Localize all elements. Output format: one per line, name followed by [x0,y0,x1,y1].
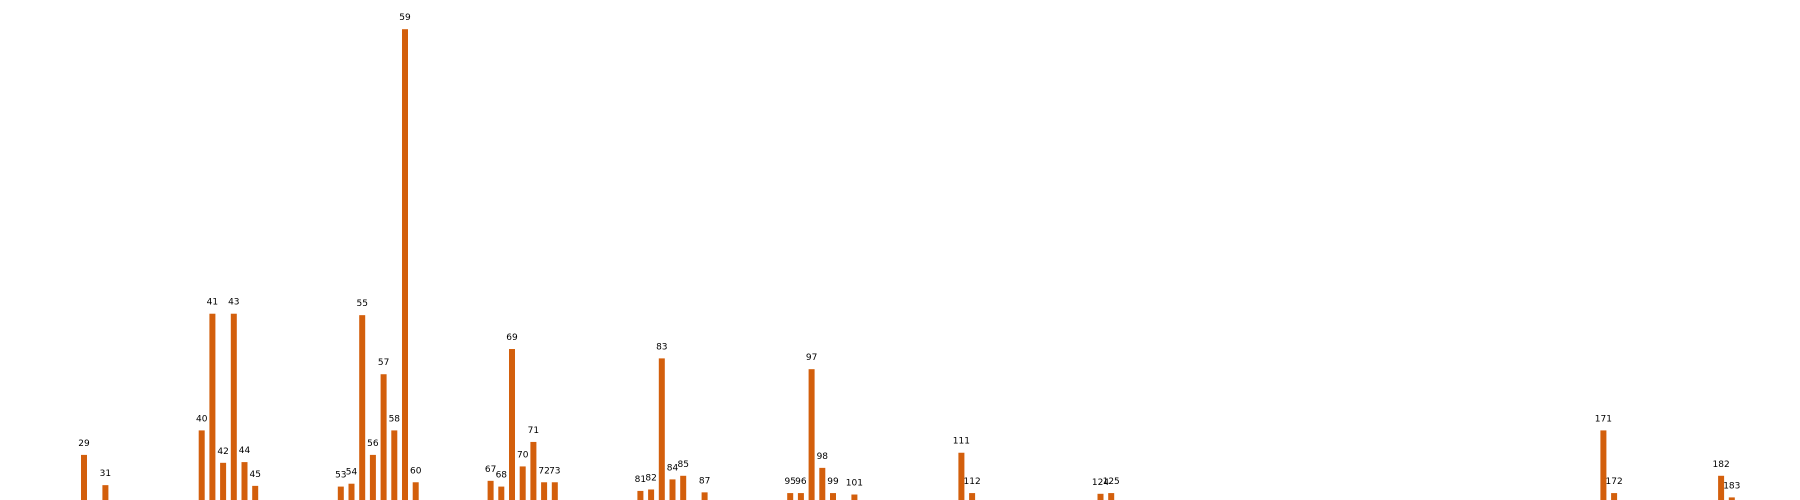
bar-label-85: 85 [677,460,688,470]
bar-45 [252,485,259,500]
bar-83 [658,358,665,500]
bar-112 [969,493,976,500]
bar-label-44: 44 [239,446,251,456]
bar-label-41: 41 [207,298,218,308]
bar-label-43: 43 [228,298,239,308]
bar-label-73: 73 [549,466,560,476]
bar-label-172: 172 [1606,477,1623,487]
bar-label-59: 59 [399,13,411,23]
bar-label-67: 67 [485,465,496,475]
bar-55 [359,315,366,500]
bar-44 [241,462,248,500]
bar-label-56: 56 [367,439,379,449]
bar-label-71: 71 [528,426,539,436]
bars-group [81,29,1735,500]
bar-label-40: 40 [196,414,208,424]
bar-label-124: 124 [1092,478,1109,488]
bar-71 [530,441,537,500]
bar-label-171: 171 [1595,414,1612,424]
bar-53 [337,486,344,500]
bar-label-96: 96 [795,477,807,487]
bar-96 [797,493,804,500]
bar-label-58: 58 [389,414,401,424]
bar-101 [851,494,858,500]
bar-56 [369,454,376,500]
bar-label-125: 125 [1103,477,1120,487]
bar-label-95: 95 [784,477,795,487]
bar-label-54: 54 [346,468,358,478]
bar-label-99: 99 [827,477,839,487]
bar-98 [819,467,826,500]
bar-label-45: 45 [249,470,260,480]
bar-111 [958,452,965,500]
bar-label-112: 112 [964,477,981,487]
bar-label-84: 84 [667,463,679,473]
bar-82 [648,489,655,500]
bar-label-68: 68 [496,471,508,481]
bar-label-31: 31 [100,469,111,479]
bar-40 [198,430,205,500]
bar-label-57: 57 [378,358,389,368]
bar-81 [637,490,644,500]
bar-172 [1611,493,1618,500]
bar-124 [1097,493,1104,500]
bar-84 [669,479,676,500]
bar-41 [209,313,216,500]
bar-95 [787,493,794,500]
bar-label-111: 111 [953,437,970,447]
bar-97 [808,369,815,500]
bar-42 [220,462,227,500]
bar-54 [348,483,355,500]
bar-171 [1600,430,1607,500]
bar-label-42: 42 [217,447,228,457]
bar-label-82: 82 [645,473,656,483]
bar-label-29: 29 [78,439,90,449]
bar-label-69: 69 [506,333,518,343]
bar-label-83: 83 [656,342,667,352]
bar-57 [380,374,387,500]
bar-label-70: 70 [517,450,529,460]
bar-85 [680,475,687,500]
bar-183 [1728,497,1735,500]
bar-label-53: 53 [335,471,346,481]
bar-69 [509,349,515,500]
bar-label-101: 101 [846,479,863,489]
bar-87 [701,492,708,500]
bar-label-87: 87 [699,476,710,486]
bar-label-182: 182 [1713,460,1730,470]
bar-68 [498,486,505,500]
bar-label-60: 60 [410,466,422,476]
bar-58 [391,430,398,500]
bar-59 [402,29,408,500]
bar-60 [412,482,419,500]
bar-label-72: 72 [538,466,549,476]
bar-43 [230,313,237,500]
bar-70 [519,466,526,500]
bar-125 [1108,493,1115,500]
bar-73 [551,482,558,500]
bar-67 [487,480,494,500]
bar-182 [1718,475,1725,500]
bar-29 [81,454,87,500]
bar-label-55: 55 [356,299,367,309]
bar-label-81: 81 [635,475,646,485]
bar-72 [541,482,548,500]
bar-99 [830,493,836,500]
bar-label-183: 183 [1723,481,1740,491]
bar-31 [102,485,109,500]
bar-label-97: 97 [806,353,817,363]
bar-label-98: 98 [817,452,829,462]
